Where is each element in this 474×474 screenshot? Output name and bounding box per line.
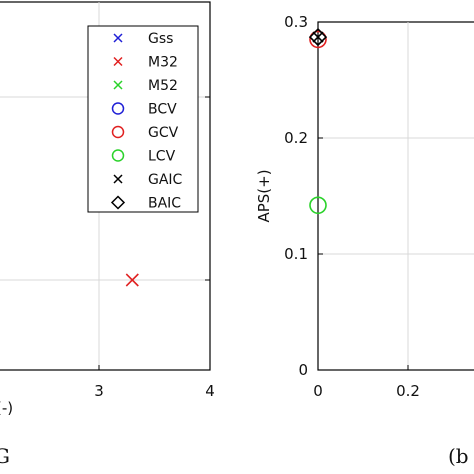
legend-label-gaic: GAIC — [148, 172, 183, 188]
right-point-gcv — [309, 30, 327, 49]
legend-box — [87, 25, 199, 213]
legend-marker-gcv — [111, 125, 125, 139]
right-point-gaic — [312, 31, 324, 43]
right-y-axis-label: APS(+) — [255, 169, 273, 222]
right-y-tick-label: 0.2 — [284, 129, 308, 147]
right-marks — [308, 27, 328, 215]
right-point-lcv — [309, 196, 327, 215]
legend-label-m52: M52 — [148, 78, 178, 94]
legend-marker-gaic — [113, 174, 123, 184]
right-axes-frame — [317, 21, 474, 371]
right-y-tick-label: 0.1 — [284, 245, 308, 263]
legend-marker-lcv — [111, 149, 125, 162]
legend-label-gcv: GCV — [148, 125, 179, 141]
legend-marker-gss — [113, 33, 123, 43]
left-point-m32 — [125, 273, 139, 287]
legend-label-m32: M32 — [148, 55, 178, 71]
legend: Gss M32 M52 BCV GCV LCV GAIC BAIC — [87, 25, 199, 213]
left-caption-fragment: G — [0, 444, 10, 468]
legend-label-lcv: LCV — [148, 149, 176, 165]
right-y-tick-label: 0 — [298, 361, 308, 379]
right-y-tick-label: 0.3 — [284, 13, 308, 31]
legend-label-baic: BAIC — [148, 196, 181, 212]
legend-marker-baic — [110, 195, 126, 210]
left-x-tick-label: 3 — [94, 382, 104, 400]
right-x-tick-label: 0 — [313, 382, 323, 400]
legend-marker-bcv — [111, 102, 125, 115]
legend-marker-m52 — [113, 80, 123, 90]
right-point-baic — [308, 27, 328, 47]
legend-marker-m32 — [113, 56, 123, 67]
right-x-tick-label: 0.2 — [396, 382, 420, 400]
legend-label-bcv: BCV — [148, 102, 177, 118]
right-grid — [318, 22, 474, 370]
legend-label-gss: Gss — [148, 31, 173, 47]
left-x-axis-label: (-) — [0, 399, 13, 417]
right-ticks: 0 0.2 0 0.1 0.2 0.3 — [284, 13, 420, 400]
left-x-tick-label: 4 — [205, 382, 215, 400]
right-panel: 0 0.2 0 0.1 0.2 0.3 APS(+) (b — [255, 13, 474, 468]
right-caption-fragment: (b — [448, 444, 469, 468]
left-marks — [125, 273, 139, 287]
